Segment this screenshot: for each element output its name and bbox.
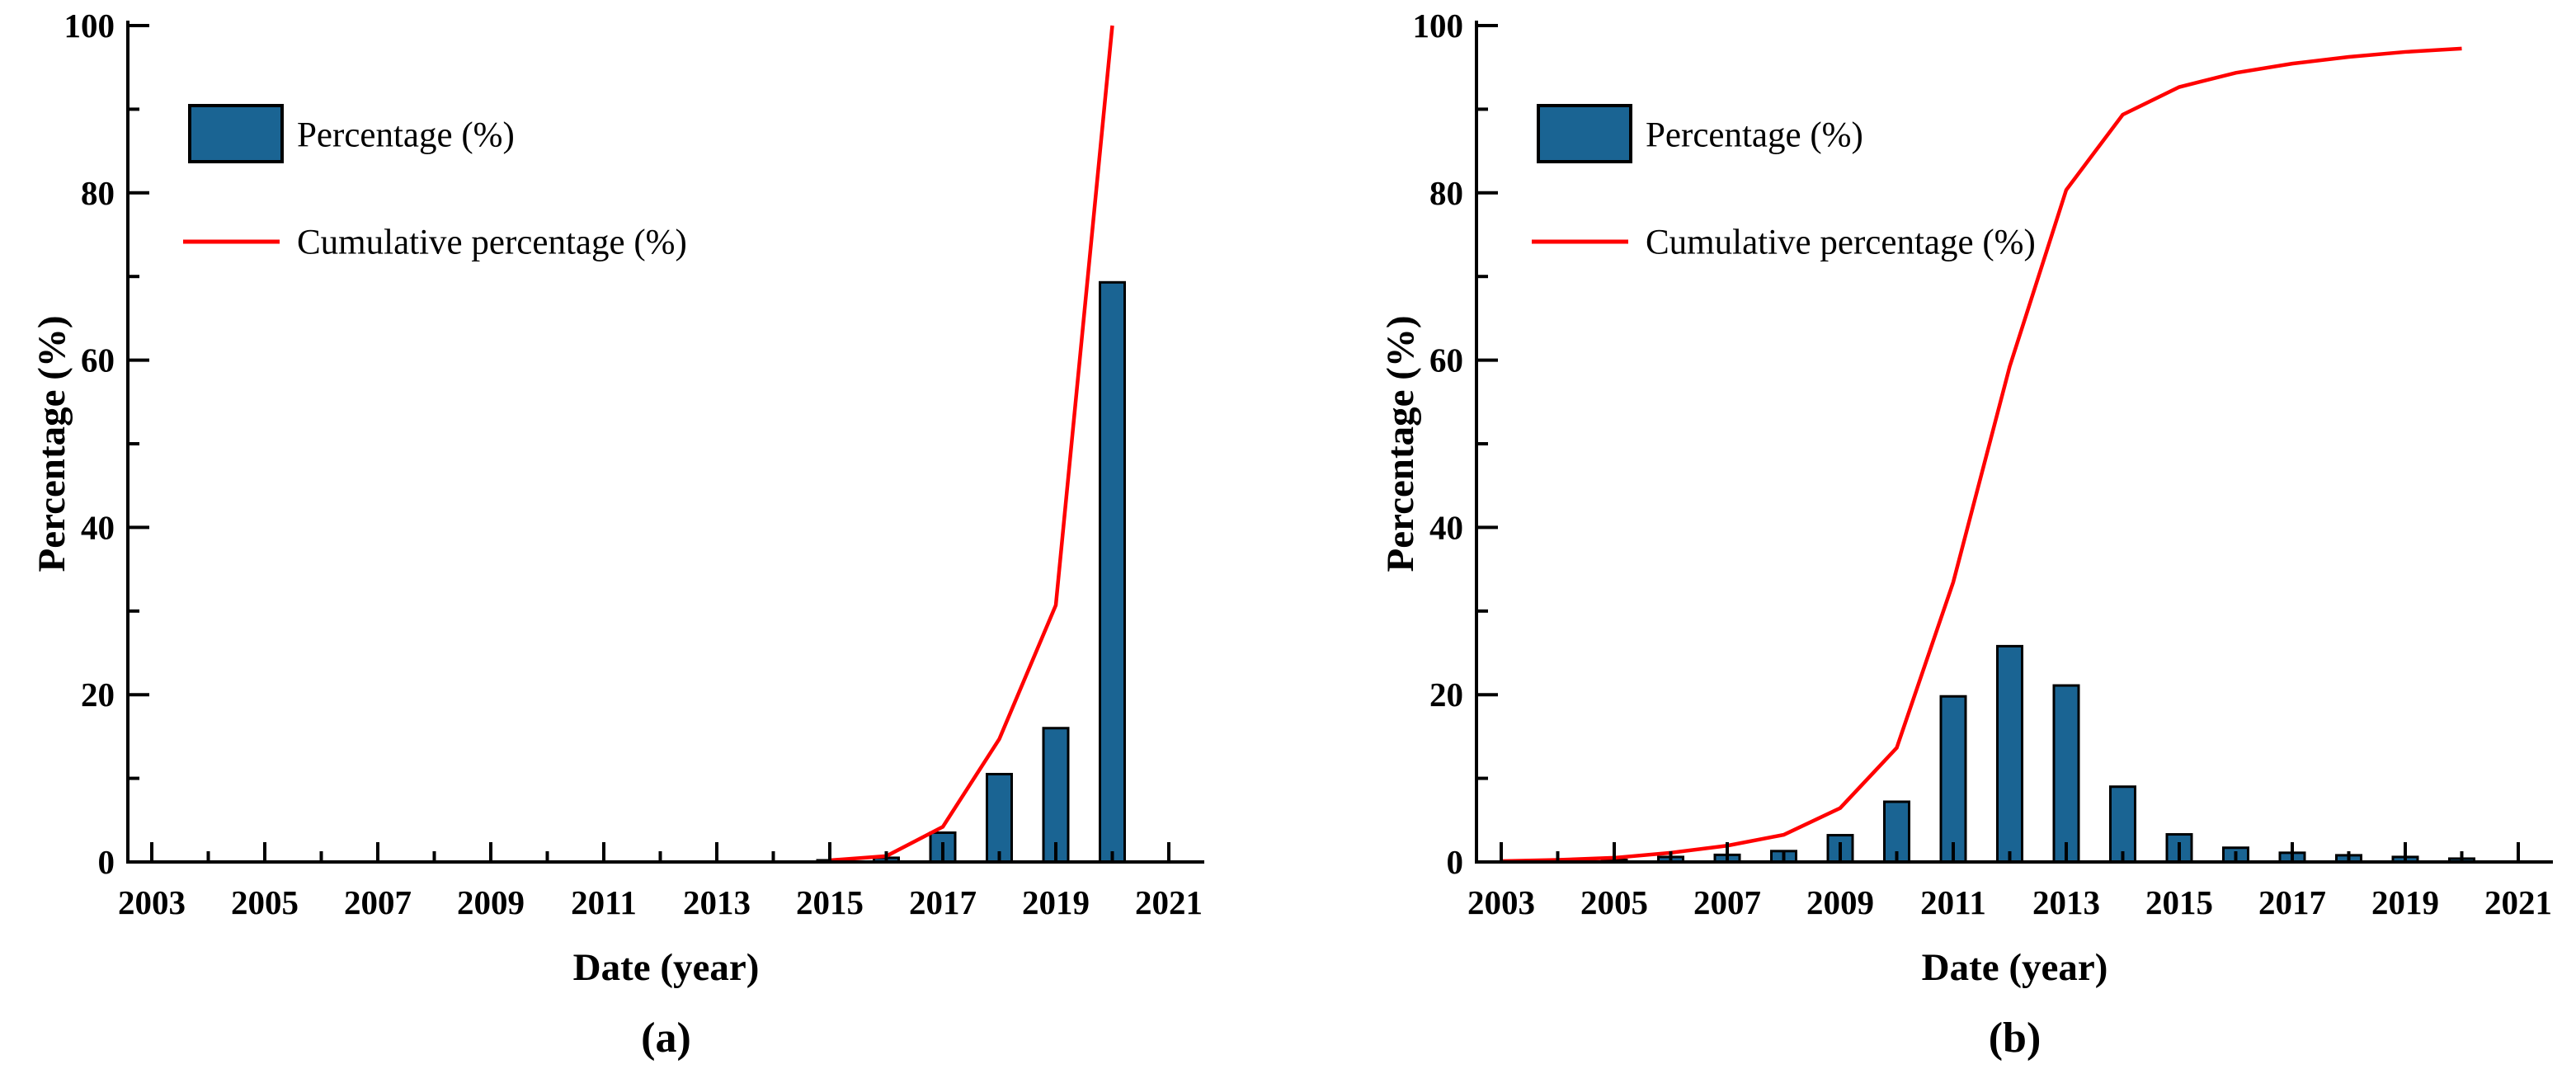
chart-b-xtick-label-2011: 2011 xyxy=(1920,883,1986,921)
chart-b-xtick-label-2007: 2007 xyxy=(1693,883,1761,921)
chart-a-xtick-label-2009: 2009 xyxy=(457,883,525,921)
chart-a-ytick-label-40: 40 xyxy=(81,508,115,546)
chart-a-xaxis-title: Date (year) xyxy=(573,946,760,989)
chart-a-cumulative-line xyxy=(829,25,1114,863)
chart-b-ytick-label-80: 80 xyxy=(1429,174,1463,212)
chart-a-xtick-label-2013: 2013 xyxy=(683,883,751,921)
chart-a-bar-2018 xyxy=(986,773,1013,864)
chart-b-panel-label: (b) xyxy=(1989,1015,2041,1062)
chart-a-xtick-label-2017: 2017 xyxy=(909,883,977,921)
chart-b-xtick-label-2005: 2005 xyxy=(1580,883,1648,921)
chart-b-xtick-label-2021: 2021 xyxy=(2484,883,2552,921)
chart-b-legend-bar-label: Percentage (%) xyxy=(1646,116,1863,155)
chart-a-xtick-label-2015: 2015 xyxy=(796,883,864,921)
chart-b-xtick-label-2003: 2003 xyxy=(1467,883,1535,921)
chart-b-bar-2013 xyxy=(2052,684,2080,864)
chart-b-xaxis-title: Date (year) xyxy=(1922,946,2108,989)
chart-b-xtick-label-2017: 2017 xyxy=(2258,883,2326,921)
chart-b-legend-line-label: Cumulative percentage (%) xyxy=(1646,224,2036,262)
chart-b-ytick-label-20: 20 xyxy=(1429,676,1463,713)
chart-b-bar-2012 xyxy=(1996,644,2023,864)
chart-b-xtick-label-2019: 2019 xyxy=(2371,883,2439,921)
chart-a-xtick-label-2003: 2003 xyxy=(118,883,186,921)
chart-b-ytick-label-40: 40 xyxy=(1429,508,1463,546)
chart-b-xtick-label-2009: 2009 xyxy=(1806,883,1874,921)
chart-a-legend-line-label: Cumulative percentage (%) xyxy=(297,224,687,262)
chart-b-yaxis-title: Percentage (%) xyxy=(1379,315,1422,572)
chart-a-ytick-label-0: 0 xyxy=(98,843,115,881)
chart-a-panel-label: (a) xyxy=(641,1015,691,1062)
chart-a-xtick-label-2005: 2005 xyxy=(231,883,299,921)
chart-b-xtick-label-2015: 2015 xyxy=(2145,883,2213,921)
chart-b-bar-2014 xyxy=(2109,785,2136,864)
chart-a-yaxis-title: Percentage (%) xyxy=(31,315,73,572)
chart-a-legend: Percentage (%) Cumulative percentage (%) xyxy=(183,104,687,262)
chart-a-bar-2019 xyxy=(1042,727,1070,864)
chart-a-ytick-label-80: 80 xyxy=(81,174,115,212)
chart-a-ytick-label-60: 60 xyxy=(81,341,115,379)
chart-b: 0 20 40 60 80 100 2003 2005 2007 2009 2011 2013 2015… xyxy=(1379,7,2553,1062)
chart-a: 0 20 40 60 80 100 2003 2005 2007 2009 2011 2013 2015… xyxy=(31,7,1204,1062)
chart-a-xtick-label-2021: 2021 xyxy=(1135,883,1203,921)
chart-a-xtick-label-2007: 2007 xyxy=(344,883,412,921)
chart-b-legend-bar-swatch xyxy=(1537,104,1632,163)
chart-a-ytick-label-100: 100 xyxy=(64,7,115,45)
chart-b-legend: Percentage (%) Cumulative percentage (%) xyxy=(1532,104,2036,262)
chart-a-legend-bar-label: Percentage (%) xyxy=(297,116,515,155)
chart-b-ytick-label-0: 0 xyxy=(1447,843,1464,881)
chart-b-ytick-label-100: 100 xyxy=(1413,7,1464,45)
chart-a-xtick-label-2019: 2019 xyxy=(1022,883,1090,921)
chart-b-ytick-label-60: 60 xyxy=(1429,341,1463,379)
chart-a-legend-bar-swatch xyxy=(188,104,284,163)
chart-a-bar-2020 xyxy=(1099,280,1126,864)
chart-b-bar-2011 xyxy=(1939,695,1967,864)
chart-a-ytick-label-20: 20 xyxy=(81,676,115,713)
chart-b-cumulative-line xyxy=(1500,46,2462,864)
chart-b-xtick-label-2013: 2013 xyxy=(2032,883,2100,921)
chart-a-xtick-label-2011: 2011 xyxy=(571,883,637,921)
